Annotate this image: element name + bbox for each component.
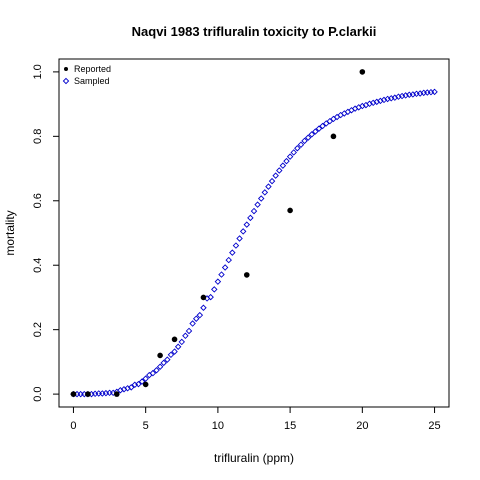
sampled-point (171, 348, 178, 355)
sampled-point (135, 380, 142, 388)
reported-point (330, 133, 337, 140)
sampled-point (207, 293, 214, 301)
x-tick-label: 10 (212, 420, 224, 432)
sampled-point (294, 145, 301, 152)
sampled-point (250, 207, 258, 215)
sampled-point (153, 367, 160, 374)
sampled-point (196, 311, 204, 319)
sampled-point (236, 235, 243, 242)
y-axis-label: mortality (3, 210, 17, 255)
y-tick-label: 1.0 (32, 64, 44, 79)
y-tick-label: 0.4 (32, 258, 44, 273)
y-tick-label: 0.2 (32, 322, 44, 337)
reported-point (142, 381, 149, 388)
sampled-point (261, 189, 269, 196)
x-tick-label: 20 (356, 420, 368, 432)
y-tick-label: 0.8 (32, 129, 44, 144)
sampled-point (221, 264, 229, 271)
reported-point (243, 272, 250, 278)
sampled-point (189, 320, 196, 327)
reported-point (200, 294, 207, 301)
sampled-point (211, 286, 218, 293)
sampled-point (185, 327, 193, 335)
plot-frame (58, 58, 450, 408)
sampled-point (276, 167, 283, 174)
sampled-point (77, 390, 84, 398)
sampled-point (174, 343, 182, 350)
sampled-point (312, 128, 319, 135)
sampled-point (239, 228, 247, 235)
sampled-point (182, 332, 189, 340)
sampled-series (70, 88, 438, 398)
x-tick-label: 5 (143, 420, 149, 432)
sampled-point (160, 359, 167, 367)
legend-marker-reported (64, 67, 68, 71)
reported-series (70, 69, 366, 397)
reported-point (85, 391, 91, 397)
sampled-point (229, 249, 236, 256)
sampled-point (319, 122, 326, 130)
sampled-point (333, 113, 341, 121)
sampled-point (254, 201, 261, 208)
sampled-point (265, 183, 272, 190)
sampled-point (146, 371, 153, 379)
reported-point (113, 391, 120, 397)
sampled-point (232, 242, 240, 249)
x-tick-label: 15 (284, 420, 296, 432)
sampled-point (326, 117, 334, 125)
sampled-point (138, 378, 146, 385)
legend-label-sampled: Sampled (74, 76, 110, 86)
sampled-point (322, 120, 330, 127)
sampled-point (192, 315, 200, 322)
sampled-point (301, 137, 308, 145)
sampled-point (304, 134, 312, 141)
reported-point (70, 391, 77, 397)
sampled-point (257, 195, 265, 202)
chart-title: Naqvi 1983 trifluralin toxicity to P.cla… (132, 24, 377, 39)
sampled-point (247, 214, 254, 222)
legend-label-reported: Reported (74, 64, 111, 74)
sampled-point (243, 221, 251, 228)
sampled-point (156, 363, 164, 370)
x-tick-label: 25 (428, 420, 440, 432)
sampled-point (149, 369, 157, 377)
y-tick-label: 0.0 (32, 386, 44, 401)
sampled-point (286, 153, 294, 160)
legend: Reported Sampled (62, 64, 111, 86)
sampled-point (214, 278, 222, 285)
sampled-point (225, 256, 232, 264)
y-axis: 0.0 0.2 0.4 0.6 0.8 1.0 (32, 64, 60, 402)
sampled-point (200, 304, 207, 311)
sampled-point (142, 375, 149, 382)
reported-point (157, 352, 163, 359)
sampled-point (218, 271, 225, 278)
legend-marker-sampled (62, 77, 70, 85)
sampled-point (272, 172, 279, 179)
sampled-point (127, 384, 135, 391)
y-tick-label: 0.6 (32, 193, 44, 208)
reported-point (287, 207, 293, 214)
sampled-point (268, 177, 276, 185)
sampled-point (178, 338, 186, 346)
sampled-point (279, 162, 287, 169)
sampled-point (290, 149, 297, 156)
sampled-point (297, 141, 305, 148)
sampled-point (308, 131, 316, 138)
sampled-point (167, 351, 175, 359)
reported-point (359, 69, 366, 75)
sampled-point (283, 157, 290, 165)
x-axis-label: trifluralin (ppm) (214, 451, 294, 465)
reported-point (171, 336, 178, 343)
sampled-point (431, 88, 438, 96)
x-axis: 0 5 10 15 20 25 (70, 406, 441, 432)
sampled-point (164, 356, 171, 363)
sampled-point (315, 125, 323, 132)
x-tick-label: 0 (70, 420, 76, 432)
